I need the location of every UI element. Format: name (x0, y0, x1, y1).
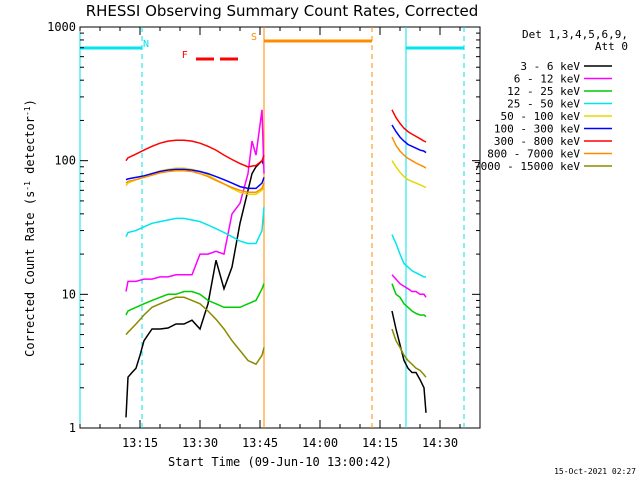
legend-label-2: 12 - 25 keV (507, 85, 580, 98)
plot-frame (79, 26, 481, 429)
legend-label-6: 300 - 800 keV (494, 135, 580, 148)
legend-label-8: 7000 - 15000 keV (474, 160, 580, 173)
y-axis-label-sup2: -1 (23, 106, 32, 116)
x-axis-label: Start Time (09-Jun-10 13:00:42) (168, 455, 392, 469)
series-line-7-part-1 (391, 136, 427, 169)
y-tick-label-100: 100 (54, 154, 76, 168)
chart-title: RHESSI Observing Summary Count Rates, Co… (86, 2, 479, 20)
series-line-3-part-0 (125, 206, 265, 245)
x-tick-label-90: 14:30 (422, 436, 458, 450)
y-tick-label-1: 1 (69, 421, 76, 435)
x-axis: 13:15 13:30 13:45 14:00 14:15 14:30 (79, 27, 481, 450)
series-line-1-part-0 (125, 109, 265, 292)
legend-label-4: 50 - 100 keV (501, 110, 581, 123)
flag-label-F: F (182, 50, 188, 61)
x-tick-label-60: 14:00 (302, 436, 338, 450)
y-axis-label-end: ) (23, 99, 37, 106)
series-line-6-part-1 (391, 109, 427, 143)
legend-label-7: 800 - 7000 keV (487, 148, 580, 161)
legend-header-detectors: Det 1,3,4,5,6,9, (522, 28, 628, 41)
legend-header-attenuator: Att 0 (595, 40, 628, 53)
flag-label-N: N (143, 39, 149, 50)
footer-date: 15-Oct-2021 02:27 (554, 467, 636, 476)
y-tick-label-10: 10 (62, 287, 76, 301)
series-line-7-part-0 (125, 170, 265, 194)
y-axis-label-sup1: -1 (23, 181, 32, 191)
series-line-0-part-1 (391, 310, 427, 413)
series-line-0-part-0 (125, 159, 265, 418)
legend-label-3: 25 - 50 keV (507, 98, 580, 111)
y-axis-label: Corrected Count Rate (s-1 detector-1) (23, 99, 38, 357)
series-line-1-part-1 (391, 274, 427, 298)
series-line-8-part-0 (125, 296, 265, 366)
time-markers (79, 27, 465, 428)
legend-label-1: 6 - 12 keV (514, 73, 581, 86)
series-line-5-part-0 (125, 168, 265, 190)
series-line-6-part-0 (125, 139, 265, 168)
legend-label-5: 100 - 300 keV (494, 123, 580, 136)
y-tick-label-1000: 1000 (47, 20, 76, 34)
x-tick-label-15: 13:15 (122, 436, 158, 450)
x-tick-label-45: 13:45 (242, 436, 278, 450)
series-line-2-part-0 (125, 283, 265, 316)
series-line-3-part-1 (391, 234, 426, 278)
series-line-8-part-1 (391, 328, 427, 378)
series-lines (125, 109, 427, 418)
legend-label-0: 3 - 6 keV (520, 60, 580, 73)
series-line-2-part-1 (391, 283, 427, 318)
series-line-4-part-1 (391, 160, 427, 189)
y-axis: 1 10 100 1000 (47, 20, 480, 435)
series-line-5-part-1 (391, 124, 427, 154)
observing-flags: N S F (80, 32, 464, 61)
y-axis-label-main: Corrected Count Rate (s (23, 191, 37, 357)
x-tick-label-75: 14:15 (362, 436, 398, 450)
x-tick-label-30: 13:30 (182, 436, 218, 450)
y-axis-label-mid: detector (23, 116, 37, 181)
flag-label-S: S (251, 32, 257, 43)
